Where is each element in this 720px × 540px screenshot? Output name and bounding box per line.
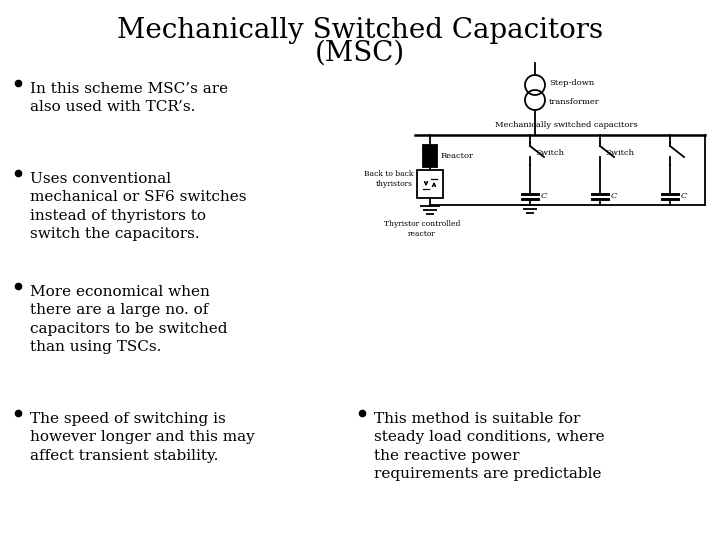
Text: The speed of switching is
however longer and this may
affect transient stability: The speed of switching is however longer… [30,412,255,463]
Text: Back to back
thyristors: Back to back thyristors [364,170,413,188]
Text: In this scheme MSC’s are
also used with TCR’s.: In this scheme MSC’s are also used with … [30,82,228,114]
Text: Switch: Switch [605,149,634,157]
Text: C: C [611,192,617,200]
Text: transformer: transformer [549,98,600,106]
Text: C: C [541,192,547,200]
Text: C: C [681,192,688,200]
Text: (MSC): (MSC) [315,39,405,66]
Text: Thyristor controlled
reactor: Thyristor controlled reactor [384,220,460,238]
Text: This method is suitable for
steady load conditions, where
the reactive power
req: This method is suitable for steady load … [374,412,605,481]
Bar [423,145,437,167]
Text: Uses conventional
mechanical or SF6 switches
instead of thyristors to
switch the: Uses conventional mechanical or SF6 swit… [30,172,246,241]
Text: Mechanically Switched Capacitors: Mechanically Switched Capacitors [117,17,603,44]
Text: Step-down: Step-down [549,79,594,87]
Text: Reactor: Reactor [441,152,474,160]
Bar [417,170,443,198]
Text: Switch: Switch [535,149,564,157]
Text: More economical when
there are a large no. of
capacitors to be switched
than usi: More economical when there are a large n… [30,285,228,354]
Text: Mechanically switched capacitors: Mechanically switched capacitors [495,121,638,129]
